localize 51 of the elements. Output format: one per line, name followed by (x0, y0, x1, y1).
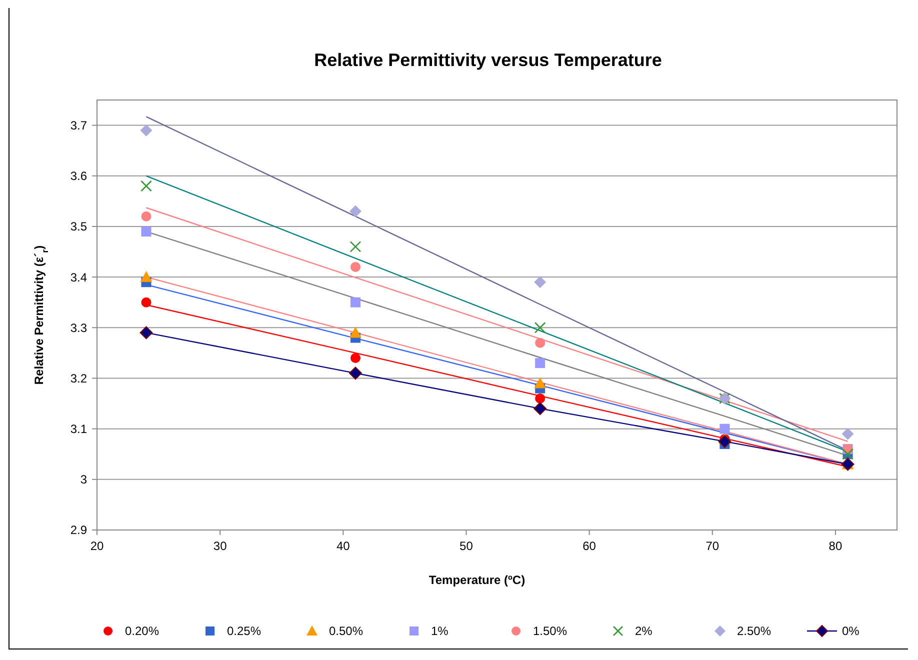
y-tick-label: 3.2 (70, 371, 88, 386)
legend-label: 0.20% (125, 624, 160, 638)
legend-label: 2.50% (737, 624, 772, 638)
point (140, 271, 152, 282)
point (534, 276, 546, 288)
point (141, 226, 152, 237)
y-tick-label: 3.7 (70, 118, 88, 132)
point (350, 241, 362, 252)
y-tick-label: 3 (80, 472, 88, 487)
y-tick-label: 3.3 (70, 320, 88, 335)
legend-label: 1.50% (533, 624, 568, 638)
point (350, 297, 360, 308)
y-tick-label: 3.6 (70, 169, 88, 184)
x-tick-label: 30 (213, 539, 228, 553)
point (350, 353, 360, 363)
x-tick-label: 40 (336, 539, 350, 553)
x-tick-label: 80 (828, 539, 842, 553)
point (535, 338, 546, 348)
point (349, 326, 362, 338)
point (140, 124, 152, 136)
legend-label: 0.25% (227, 624, 262, 638)
legend-label: 2% (635, 624, 653, 638)
point (349, 205, 362, 218)
x-tick-label: 60 (582, 539, 596, 553)
point (534, 322, 546, 334)
point (141, 297, 152, 308)
x-tick-label: 20 (90, 539, 104, 553)
line-series (146, 207, 848, 442)
x-axis-title: Temperature (ºC) (428, 573, 526, 587)
point (718, 434, 732, 448)
point (534, 402, 547, 416)
point (535, 393, 546, 404)
point (842, 428, 854, 440)
point (720, 424, 730, 434)
y-tick-label: 3.5 (70, 220, 88, 234)
x-tick-label: 50 (460, 539, 474, 553)
x-tick-label: 70 (706, 539, 720, 553)
point (141, 211, 152, 222)
point (535, 358, 546, 368)
point (348, 366, 362, 380)
legend-label: 0% (842, 624, 860, 638)
point (350, 262, 360, 272)
legend-label: 0.50% (329, 624, 364, 638)
y-tick-label: 3.4 (70, 270, 88, 284)
point (140, 180, 152, 192)
point (140, 326, 153, 340)
chart-title: Relative Permittivity versus Temperature (314, 50, 662, 70)
y-tick-label: 2.9 (70, 523, 88, 538)
point (534, 377, 546, 388)
y-tick-label: 3.1 (70, 422, 88, 436)
legend-label: 1% (431, 624, 449, 638)
